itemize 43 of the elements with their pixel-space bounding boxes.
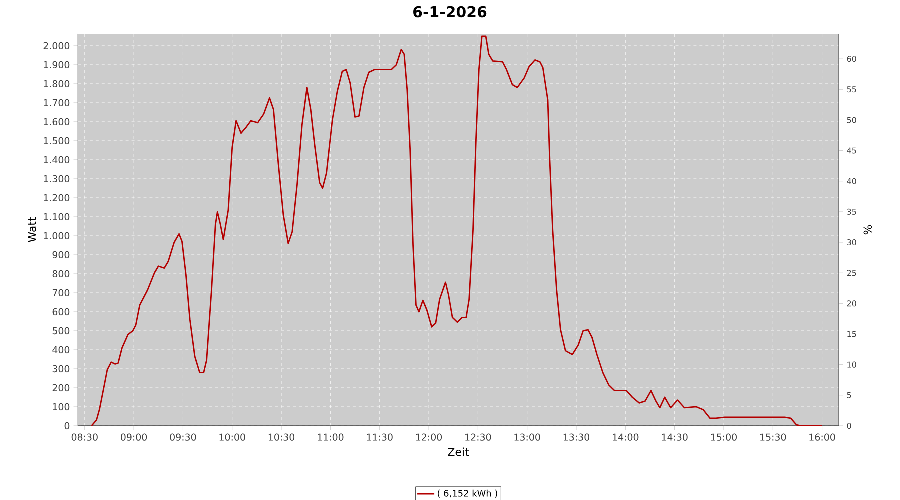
x-tick-label: 11:30 bbox=[367, 434, 393, 441]
y-tick-label: 1.800 bbox=[44, 80, 70, 88]
x-tick-label: 13:00 bbox=[514, 434, 540, 441]
x-tick-label: 09:00 bbox=[121, 434, 148, 441]
x-axis-title: Zeit bbox=[448, 448, 470, 456]
y-axis-title: Watt bbox=[28, 218, 36, 242]
chart-title: 6-1-2026 bbox=[414, 6, 487, 18]
x-tick-label: 10:30 bbox=[268, 434, 295, 441]
y-tick-label: 500 bbox=[52, 327, 70, 335]
y-tick-label: 100 bbox=[53, 403, 70, 411]
x-tick-label: 11:00 bbox=[318, 434, 344, 441]
x-tick-label: 16:00 bbox=[810, 434, 836, 441]
y-tick-label: 1.700 bbox=[44, 99, 70, 107]
y-tick-label: 200 bbox=[52, 384, 70, 392]
x-tick-label: 15:00 bbox=[711, 434, 737, 441]
line-series bbox=[91, 36, 823, 426]
y-tick-label: 1.200 bbox=[44, 194, 70, 202]
x-tick-label: 13:30 bbox=[564, 434, 590, 441]
x-tick-label: 14:30 bbox=[662, 434, 688, 441]
x-tick-label: 14:00 bbox=[613, 434, 639, 441]
y-tick-label: 1.600 bbox=[44, 118, 70, 126]
x-tick-label: 09:30 bbox=[170, 434, 196, 441]
x-tick-label: 15:30 bbox=[760, 434, 786, 441]
y-tick-label: 700 bbox=[52, 289, 70, 297]
y-tick-label: 1.000 bbox=[44, 232, 70, 240]
y-tick-label: 800 bbox=[52, 270, 70, 278]
legend-label: ( 6,152 kWh ) bbox=[438, 490, 498, 498]
y-tick-label: 1.100 bbox=[44, 213, 70, 221]
y-tick-label: 1.400 bbox=[44, 156, 70, 164]
y-tick-label: 400 bbox=[52, 346, 70, 354]
x-tick-label: 08:30 bbox=[72, 434, 98, 441]
y-tick-label: 300 bbox=[52, 365, 70, 373]
y-tick-label: 0 bbox=[64, 422, 70, 430]
y-tick-label: 900 bbox=[52, 251, 70, 259]
y-tick-label: 1.500 bbox=[44, 137, 70, 145]
x-tick-label: 12:00 bbox=[416, 434, 442, 441]
x-tick-label: 10:00 bbox=[220, 434, 246, 441]
y-tick-label: 1.300 bbox=[44, 175, 70, 183]
x-tick-label: 12:30 bbox=[466, 434, 492, 441]
y-tick-label: 600 bbox=[52, 308, 70, 316]
y-tick-label: 2.000 bbox=[44, 42, 70, 50]
y2-axis-title: % bbox=[864, 225, 872, 235]
y-tick-label: 1.900 bbox=[44, 61, 70, 69]
